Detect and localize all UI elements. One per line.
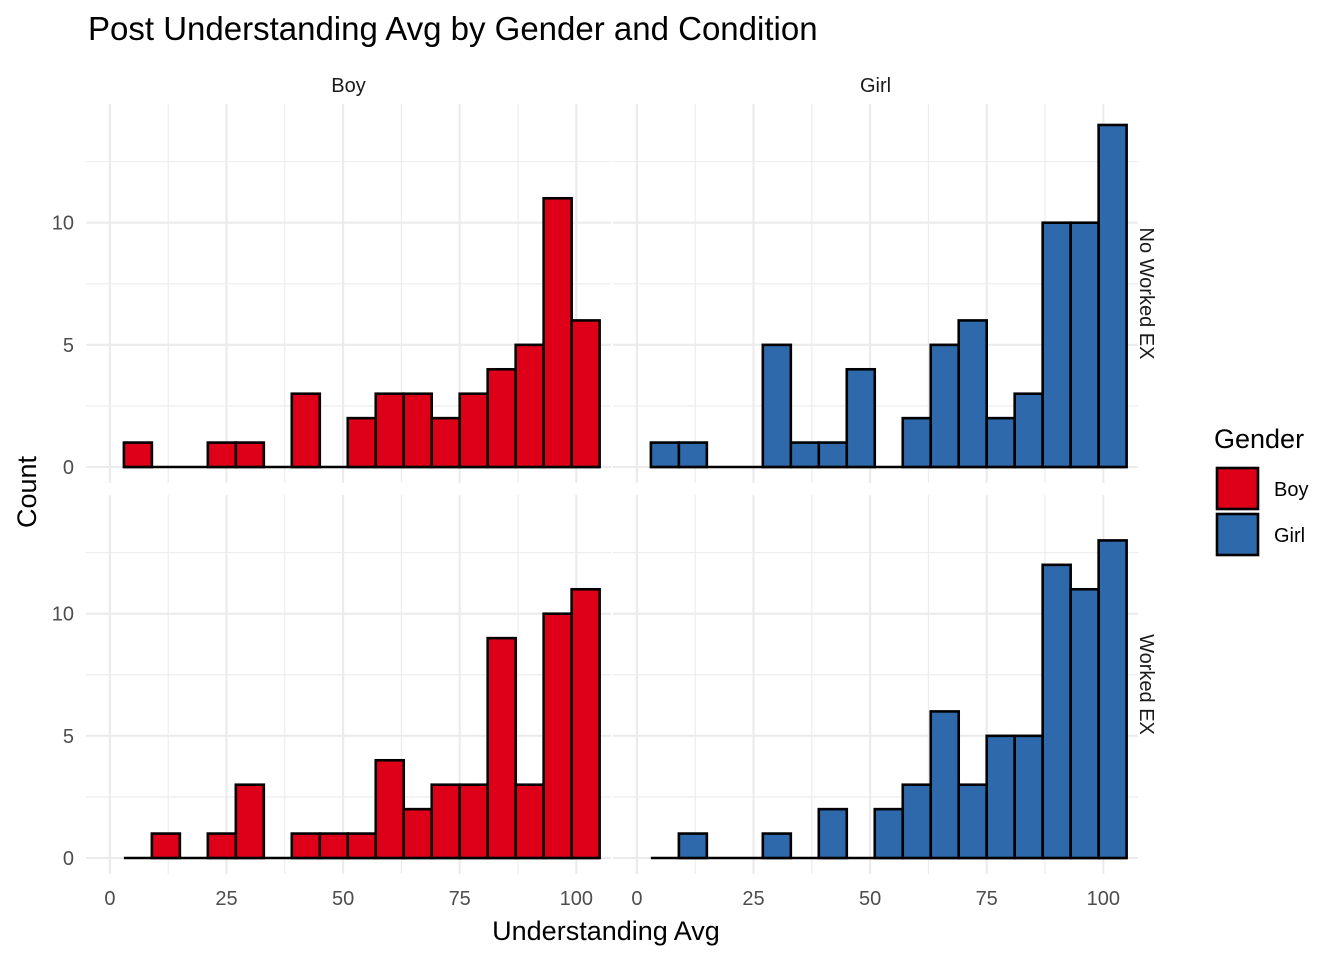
bar-boy-no-worked-ex-72 [430,416,462,469]
y-tick-label: 5 [63,335,74,357]
legend-label-boy: Boy [1274,479,1308,501]
bar-girl-no-worked-ex-6 [649,441,681,469]
legend-label-girl: Girl [1274,525,1305,547]
bar-girl-worked-ex-84 [1013,734,1044,860]
bar-girl-worked-ex-102 [1097,539,1128,860]
bar-boy-no-worked-ex-96 [542,196,573,469]
legend-items: Boy Girl [1215,466,1308,557]
y-tick-label: 10 [52,213,74,235]
bar-boy-no-worked-ex-6 [122,441,154,469]
bar-boy-worked-ex-60 [374,758,406,860]
bar-boy-worked-ex-48 [318,832,350,860]
bar-girl-worked-ex-60 [901,783,933,860]
bar-boy-worked-ex-24 [206,832,238,860]
bar-girl-no-worked-ex-72 [957,319,989,469]
x-tick-label: 50 [859,888,881,910]
y-tick-label: 0 [63,457,74,479]
x-tick-label: 0 [104,888,115,910]
bar-boy-no-worked-ex-54 [346,416,378,469]
bar-girl-worked-ex-30 [761,832,793,860]
bar-boy-worked-ex-102 [570,587,601,860]
bar-boy-no-worked-ex-42 [290,392,322,469]
bar-boy-no-worked-ex-60 [374,392,406,469]
bar-boy-no-worked-ex-102 [570,319,601,469]
bar-boy-worked-ex-30 [234,783,266,860]
bar-girl-no-worked-ex-30 [761,343,793,469]
y-axis-title: Count [12,455,42,528]
strip-label-no-worked-ex: No Worked EX [1135,228,1157,360]
bar-girl-no-worked-ex-96 [1069,221,1100,469]
legend-key-boy [1215,466,1260,511]
x-tick-label: 50 [332,888,354,910]
x-tick-label: 100 [560,888,593,910]
y-tick-label: 10 [52,604,74,626]
bar-girl-no-worked-ex-84 [1013,392,1044,469]
bar-girl-worked-ex-90 [1041,563,1072,860]
bar-boy-no-worked-ex-24 [206,441,238,469]
strip-label-girl: Girl [860,75,891,97]
bar-boy-worked-ex-90 [514,783,545,860]
strip-label-boy: Boy [331,75,365,97]
bar-girl-no-worked-ex-60 [901,416,933,469]
bar-boy-no-worked-ex-84 [486,367,517,469]
legend-key-girl [1215,512,1260,557]
bar-girl-worked-ex-96 [1069,587,1100,860]
legend: Gender Boy Girl [1214,424,1308,557]
bar-boy-no-worked-ex-78 [458,392,489,469]
panel-girl-worked-ex: 0 25 50 75 100 [613,495,1138,910]
bar-girl-worked-ex-42 [817,807,849,860]
bar-boy-worked-ex-84 [486,636,517,860]
bar-boy-worked-ex-78 [458,783,489,860]
bar-boy-worked-ex-72 [430,783,462,860]
x-tick-label: 25 [215,888,237,910]
bar-girl-no-worked-ex-36 [789,441,821,469]
bar-girl-worked-ex-54 [873,807,905,860]
chart-title: Post Understanding Avg by Gender and Con… [88,10,818,47]
bar-girl-worked-ex-78 [985,734,1016,860]
y-tick-label: 0 [63,848,74,870]
bar-girl-no-worked-ex-90 [1041,221,1072,469]
x-tick-label: 0 [631,888,642,910]
x-axis-title: Understanding Avg [492,916,720,946]
x-tick-label: 25 [742,888,764,910]
x-tick-label: 75 [976,888,998,910]
bar-boy-no-worked-ex-90 [514,343,545,469]
bar-boy-no-worked-ex-66 [402,392,434,469]
bar-boy-worked-ex-66 [402,807,434,860]
bar-girl-no-worked-ex-48 [845,367,877,469]
bar-boy-worked-ex-12 [150,832,182,860]
bar-girl-worked-ex-12 [677,832,709,860]
bar-boy-worked-ex-54 [346,832,378,860]
bar-girl-worked-ex-72 [957,783,989,860]
bar-boy-worked-ex-42 [290,832,322,860]
bar-girl-no-worked-ex-78 [985,416,1016,469]
bar-girl-no-worked-ex-102 [1097,123,1128,469]
bar-girl-no-worked-ex-42 [817,441,849,469]
strip-label-worked-ex: Worked EX [1135,634,1157,735]
panel-boy-no-worked-ex: 0 5 10 [52,104,611,483]
bar-girl-no-worked-ex-12 [677,441,709,469]
legend-title: Gender [1214,424,1304,454]
panel-girl-no-worked-ex [613,104,1138,483]
y-tick-label: 5 [63,726,74,748]
bar-girl-worked-ex-66 [929,710,961,860]
x-tick-label: 100 [1087,888,1120,910]
bar-boy-worked-ex-96 [542,612,573,860]
bar-girl-no-worked-ex-66 [929,343,961,469]
x-tick-label: 75 [449,888,471,910]
bar-boy-no-worked-ex-30 [234,441,266,469]
